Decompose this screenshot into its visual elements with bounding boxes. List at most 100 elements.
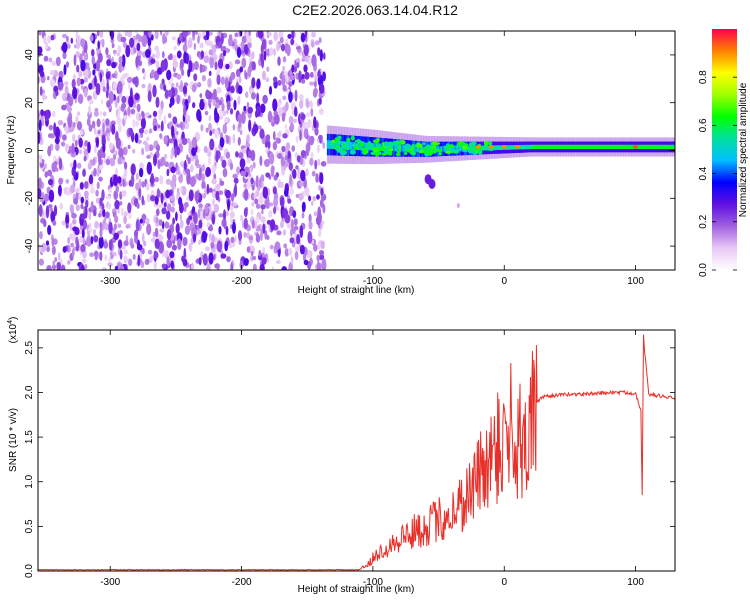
band-blob [383, 149, 388, 153]
band-blob [370, 151, 376, 156]
noise-blob [322, 71, 326, 82]
noise-speck [214, 128, 220, 139]
noise-blob [233, 177, 239, 184]
band-core [664, 144, 667, 149]
noise-speck [286, 75, 289, 83]
noise-blob [86, 117, 91, 127]
noise-blob [193, 73, 198, 82]
noise-speck [145, 136, 150, 142]
noise-speck [79, 149, 83, 155]
band-blob [394, 144, 399, 147]
noise-blob [66, 35, 69, 42]
noise-blob [162, 33, 166, 45]
noise-speck [103, 157, 107, 164]
noise-speck [102, 111, 107, 117]
noise-speck [195, 31, 198, 35]
noise-speck [310, 108, 314, 117]
band-core [640, 144, 643, 149]
noise-speck [240, 214, 244, 222]
band-blob [459, 142, 466, 147]
noise-speck [208, 122, 212, 132]
band-core [500, 145, 503, 150]
band-core [345, 141, 349, 150]
band-blob [368, 146, 373, 150]
noise-blob [39, 86, 43, 96]
noise-speck [203, 54, 209, 64]
noise-blob [60, 264, 66, 270]
noise-speck [121, 190, 127, 197]
noise-speck [309, 81, 315, 86]
noise-speck [94, 144, 97, 154]
noise-speck [46, 265, 52, 270]
noise-blob [55, 90, 59, 97]
band-blob [335, 147, 343, 152]
band-core [331, 140, 334, 149]
noise-speck [46, 169, 53, 177]
noise-blob [65, 223, 69, 229]
noise-blob [217, 58, 224, 69]
spectrogram-x-tick-label: -300 [100, 276, 120, 287]
noise-blob [277, 153, 283, 159]
colorbar-tick-label: 0.4 [698, 166, 709, 180]
noise-blob [272, 186, 277, 195]
noise-blob [256, 105, 262, 117]
noise-speck [180, 185, 183, 194]
noise-blob [318, 97, 322, 106]
band-core [350, 141, 353, 150]
noise-speck [311, 170, 316, 177]
noise-blob [150, 69, 155, 79]
noise-speck [107, 203, 111, 210]
snr-y-label: SNR (10 * v/v) [8, 408, 19, 472]
noise-speck [185, 225, 190, 235]
noise-blob [280, 43, 286, 52]
noise-speck [322, 142, 326, 149]
band-blob [437, 149, 442, 153]
noise-speck [138, 113, 142, 121]
noise-blob [72, 86, 78, 100]
noise-blob [166, 168, 170, 177]
band-core [561, 144, 564, 149]
band-core [657, 144, 661, 149]
noise-blob [73, 159, 77, 170]
band-core [497, 145, 500, 150]
noise-speck [167, 203, 172, 213]
noise-blob [58, 81, 64, 90]
band-core [498, 145, 501, 150]
noise-blob [177, 238, 182, 251]
noise-speck [181, 69, 185, 76]
noise-speck [82, 250, 87, 259]
noise-speck [251, 51, 255, 60]
noise-speck [235, 68, 241, 78]
noise-speck [232, 173, 238, 179]
noise-blob [105, 47, 109, 56]
noise-blob [318, 83, 325, 94]
noise-blob [160, 120, 164, 132]
noise-blob [201, 230, 208, 243]
noise-blob [81, 228, 85, 239]
noise-speck [145, 112, 150, 117]
noise-speck [215, 96, 219, 105]
noise-speck [81, 85, 84, 90]
noise-speck [232, 124, 236, 131]
noise-blob [262, 94, 268, 104]
noise-blob [224, 77, 229, 90]
noise-speck [199, 93, 203, 98]
band-core [347, 141, 350, 150]
noise-speck [83, 76, 88, 83]
noise-speck [121, 244, 126, 250]
noise-speck [317, 158, 321, 166]
band-core [637, 144, 640, 149]
noise-speck [119, 201, 123, 206]
noise-speck [175, 162, 179, 172]
noise-blob [169, 96, 175, 106]
spectrogram-y-tick-label: 40 [24, 49, 35, 61]
noise-speck [201, 180, 206, 189]
noise-blob [117, 176, 122, 184]
snr-scale-exponent: 4 [7, 320, 14, 324]
noise-speck [120, 66, 125, 71]
noise-speck [149, 152, 153, 158]
noise-speck [280, 220, 284, 229]
noise-speck [110, 253, 114, 260]
noise-speck [81, 50, 86, 57]
